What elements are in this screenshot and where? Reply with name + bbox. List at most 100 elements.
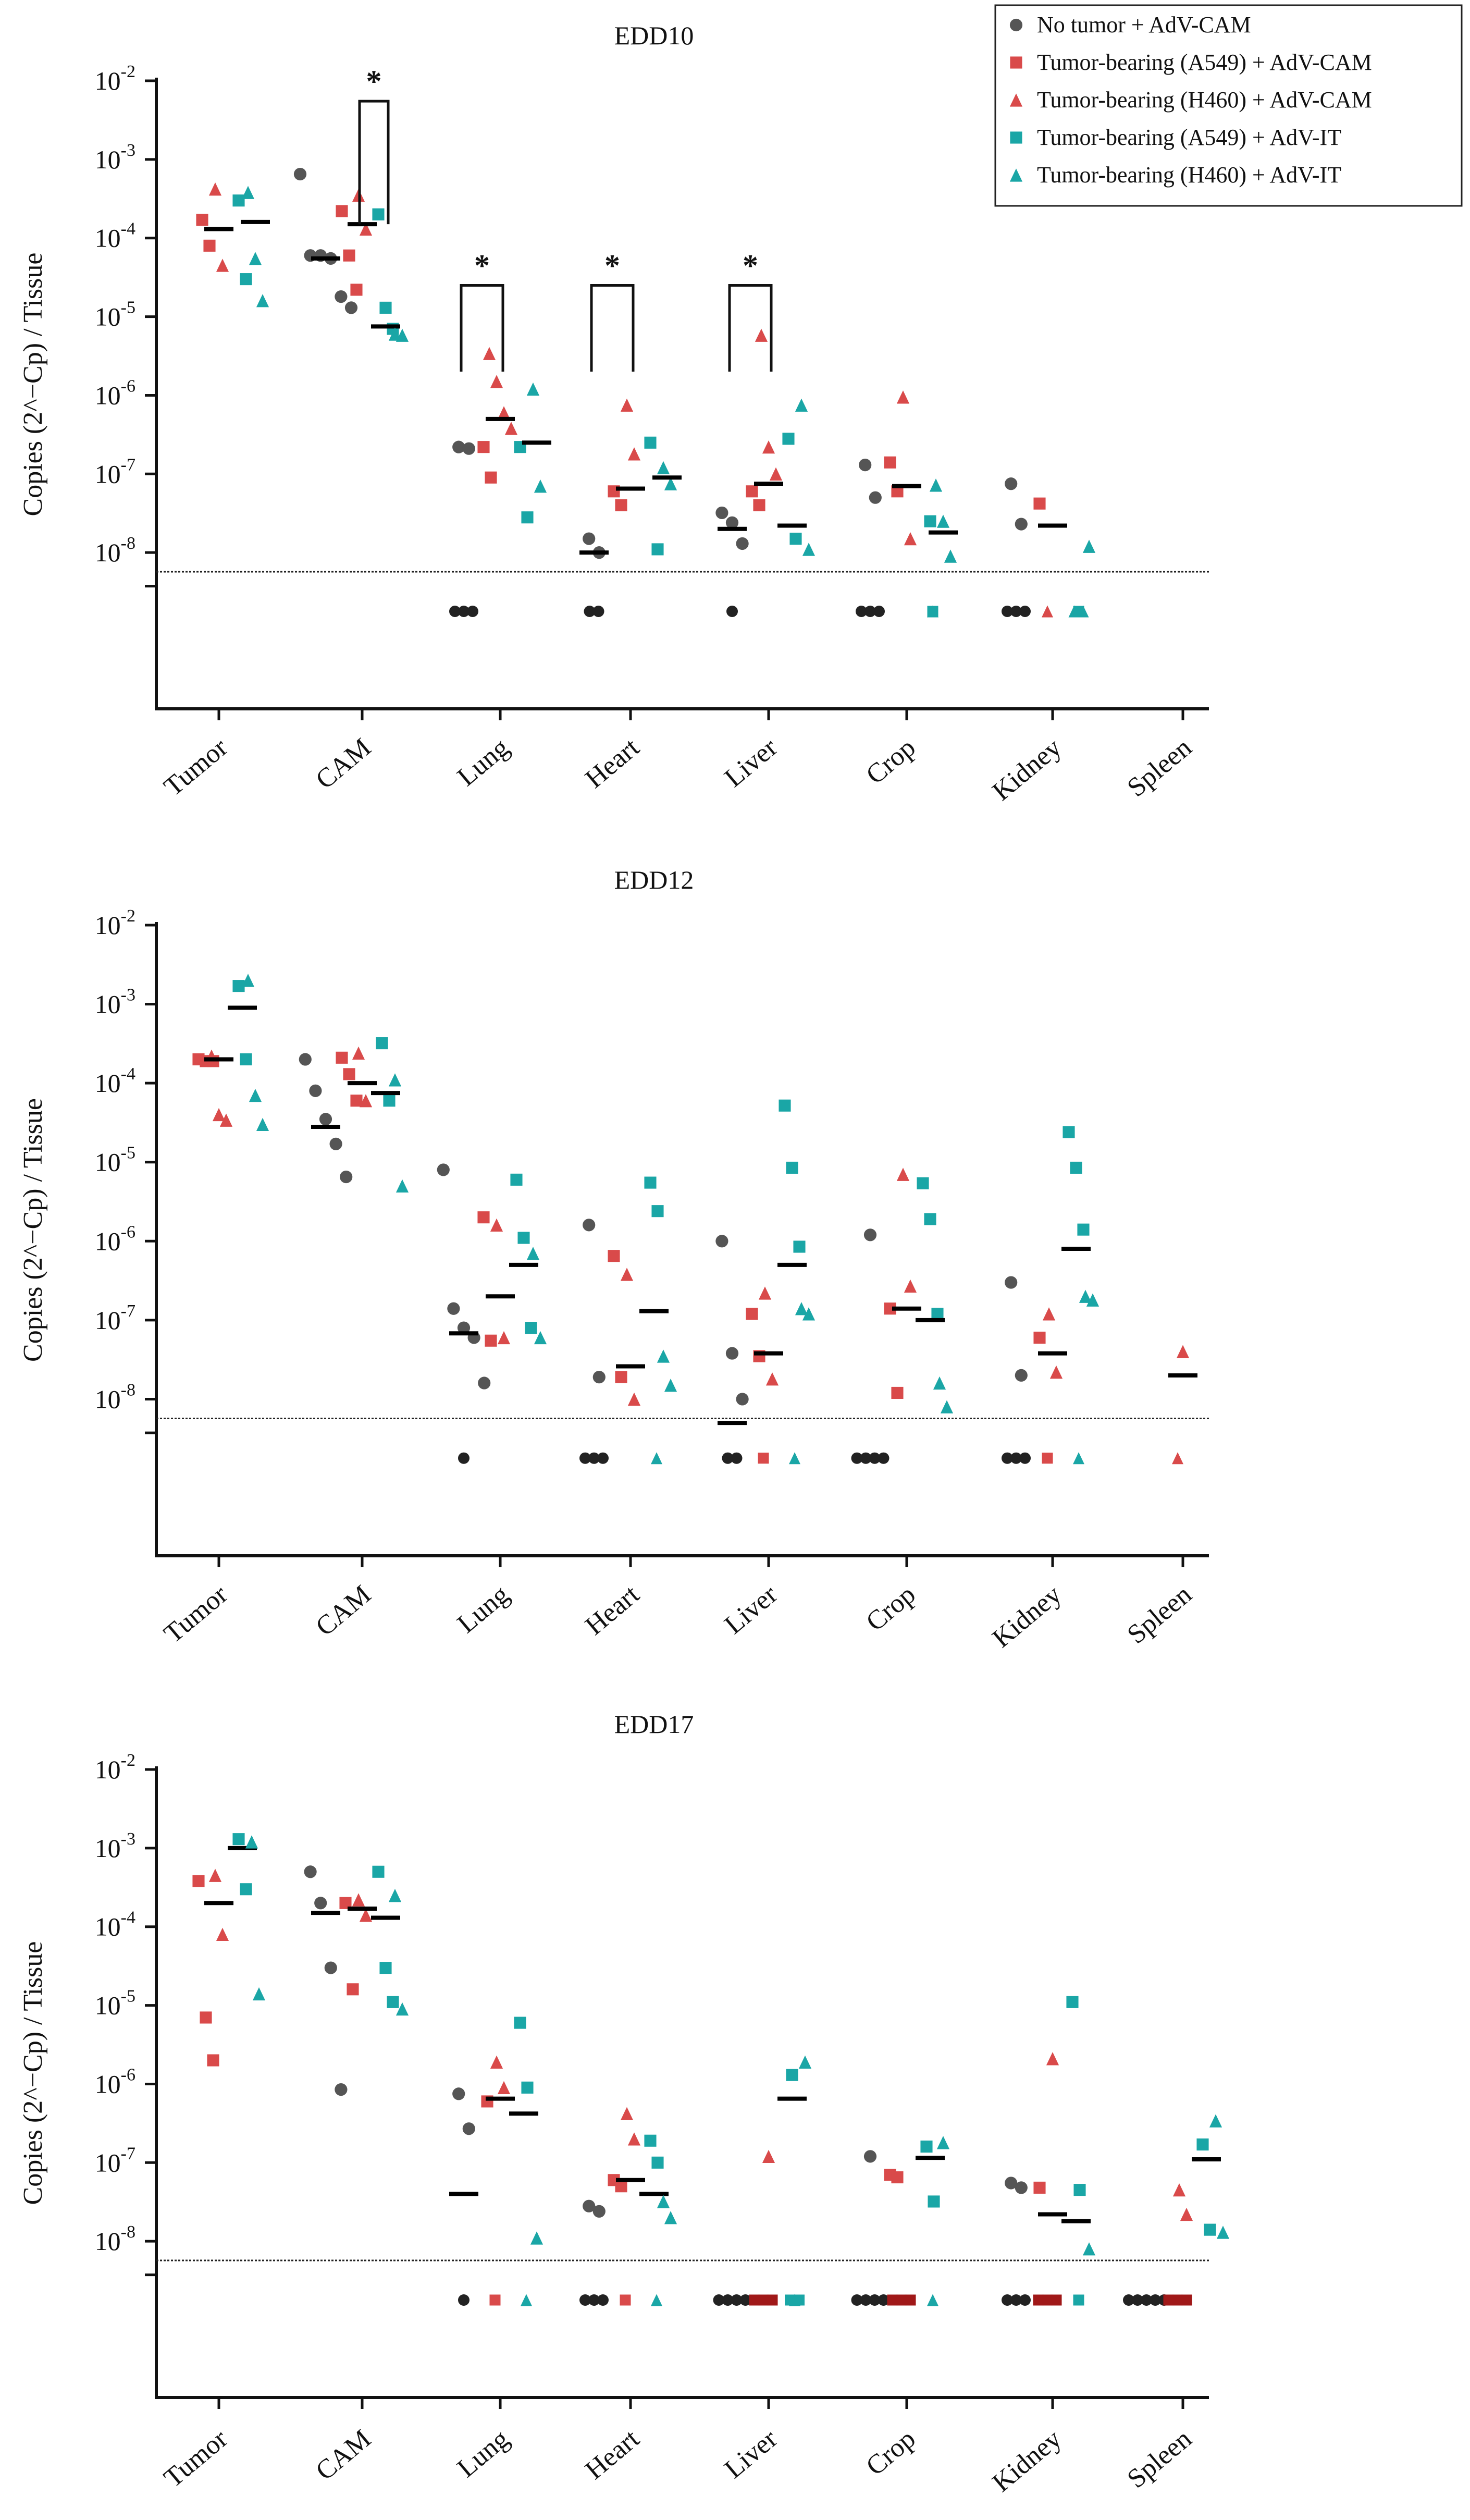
data-point-h460it <box>1216 2226 1230 2239</box>
data-point-a549cam <box>347 1983 359 1996</box>
not-detected-point-nt <box>878 1452 890 1464</box>
y-tick-label-base: 10 <box>95 1068 121 1098</box>
not-detected-point-nt <box>1010 605 1022 617</box>
not-detected-point-nt <box>592 605 604 617</box>
data-point-a549cam <box>350 1095 363 1107</box>
x-tick-label-crop: Crop <box>860 2424 921 2482</box>
not-detected-point-nt <box>873 605 885 617</box>
data-point-h460it <box>657 2195 670 2208</box>
significance-label: * <box>604 249 620 283</box>
not-detected-point-a549cam <box>749 2294 760 2306</box>
data-point-h460it <box>396 328 409 342</box>
x-tick-label-lung: Lung <box>452 1580 515 1639</box>
x-tick-label-cam: CAM <box>310 1580 376 1642</box>
data-point-a549cam <box>615 499 627 511</box>
not-detected-point-h460it <box>651 1452 662 1465</box>
data-point-h460it <box>664 1379 677 1392</box>
y-tick-label-base: 10 <box>95 2148 121 2177</box>
data-point-h460it <box>241 974 255 987</box>
data-point-h460cam <box>212 1108 226 1122</box>
data-point-h460it <box>388 1889 402 1902</box>
x-tick-label-crop: Crop <box>860 733 921 791</box>
not-detected-point-nt <box>731 1452 743 1464</box>
data-point-nt <box>863 2150 877 2163</box>
chart-title: EDD12 <box>614 865 694 894</box>
y-tick-label-base: 10 <box>95 538 121 567</box>
data-point-h460cam <box>497 1331 511 1345</box>
y-tick-label-base: 10 <box>95 1834 121 1863</box>
data-point-h460it <box>944 549 957 563</box>
data-point-h460cam <box>352 1893 365 1907</box>
not-detected-point-nt <box>579 2294 591 2306</box>
y-tick-label: 10-8 <box>95 2222 135 2256</box>
data-point-a549cam <box>336 205 348 217</box>
data-point-h460it <box>1082 2242 1096 2256</box>
y-axis-label: Copies (2^−Cp) / Tissue <box>18 1941 48 2205</box>
data-point-h460it <box>396 1179 409 1193</box>
not-detected-point-a549cam <box>1051 2294 1062 2306</box>
y-tick-label: 10-2 <box>95 1751 135 1784</box>
data-point-h460cam <box>904 1279 917 1293</box>
x-tick-label-spleen: Spleen <box>1122 2424 1197 2494</box>
not-detected-point-h460it <box>789 2294 800 2306</box>
x-tick-label-cam: CAM <box>310 733 376 795</box>
not-detected-point-nt <box>467 605 478 617</box>
y-tick-label-base: 10 <box>95 224 121 253</box>
data-point-a549cam <box>746 485 758 498</box>
data-point-h460it <box>802 543 816 556</box>
x-tick-label-liver: Liver <box>719 2424 783 2485</box>
y-tick-label-exponent: -3 <box>121 986 135 1005</box>
y-tick-label: 10-8 <box>95 534 135 567</box>
data-point-a549it <box>644 2134 657 2147</box>
data-point-h460cam <box>219 1113 233 1127</box>
y-tick-label-base: 10 <box>95 1755 121 1784</box>
data-point-a549it <box>521 2081 534 2094</box>
data-point-nt <box>1015 1369 1028 1382</box>
data-point-h460cam <box>620 398 634 412</box>
not-detected-point-nt <box>860 1452 872 1464</box>
x-tick-label-lung: Lung <box>452 733 515 792</box>
data-point-a549cam <box>1033 497 1046 510</box>
data-point-h460cam <box>352 1046 365 1060</box>
data-point-h460cam <box>359 1909 373 1922</box>
data-point-nt <box>314 1897 327 1910</box>
data-point-a549cam <box>477 441 490 453</box>
not-detected-point-nt <box>869 1452 881 1464</box>
data-point-h460it <box>940 1400 954 1413</box>
data-point-nt <box>452 2087 465 2100</box>
data-point-h460cam <box>1180 2207 1193 2221</box>
not-detected-point-a549cam <box>758 1453 769 1464</box>
data-point-nt <box>1005 1276 1018 1289</box>
data-point-a549it <box>240 1883 252 1896</box>
not-detected-point-a549cam <box>905 2294 916 2306</box>
data-point-a549it <box>644 436 657 449</box>
data-point-a549it <box>376 1037 388 1050</box>
data-point-h460cam <box>359 222 373 236</box>
x-tick-label-heart: Heart <box>580 1579 646 1641</box>
data-point-nt <box>1015 518 1028 531</box>
not-detected-point-nt <box>1123 2294 1134 2306</box>
data-point-h460cam <box>620 2107 634 2120</box>
y-tick-label: 10-4 <box>95 1064 135 1098</box>
y-axis-label: Copies (2^−Cp) / Tissue <box>18 253 48 517</box>
data-point-h460it <box>530 2231 543 2245</box>
y-tick-label: 10-7 <box>95 1301 135 1335</box>
not-detected-point-h460it <box>1077 605 1089 618</box>
not-detected-point-nt <box>722 1452 734 1464</box>
y-tick-label-exponent: -3 <box>121 141 135 160</box>
data-point-nt <box>462 442 475 455</box>
data-point-a549it <box>232 194 245 207</box>
data-point-a549cam <box>336 1051 348 1064</box>
data-point-h460it <box>526 1247 540 1260</box>
data-point-h460it <box>798 2055 812 2069</box>
data-point-a549it <box>379 301 392 314</box>
not-detected-point-nt <box>1141 2294 1152 2306</box>
not-detected-point-a549cam <box>1042 1453 1053 1464</box>
significance-bracket <box>460 284 504 372</box>
y-tick-label: 10-2 <box>95 62 135 95</box>
data-point-h460cam <box>208 1869 222 1882</box>
not-detected-point-nt <box>1010 2294 1022 2306</box>
y-tick-label-base: 10 <box>95 1148 121 1177</box>
not-detected-point-nt <box>860 2294 872 2306</box>
